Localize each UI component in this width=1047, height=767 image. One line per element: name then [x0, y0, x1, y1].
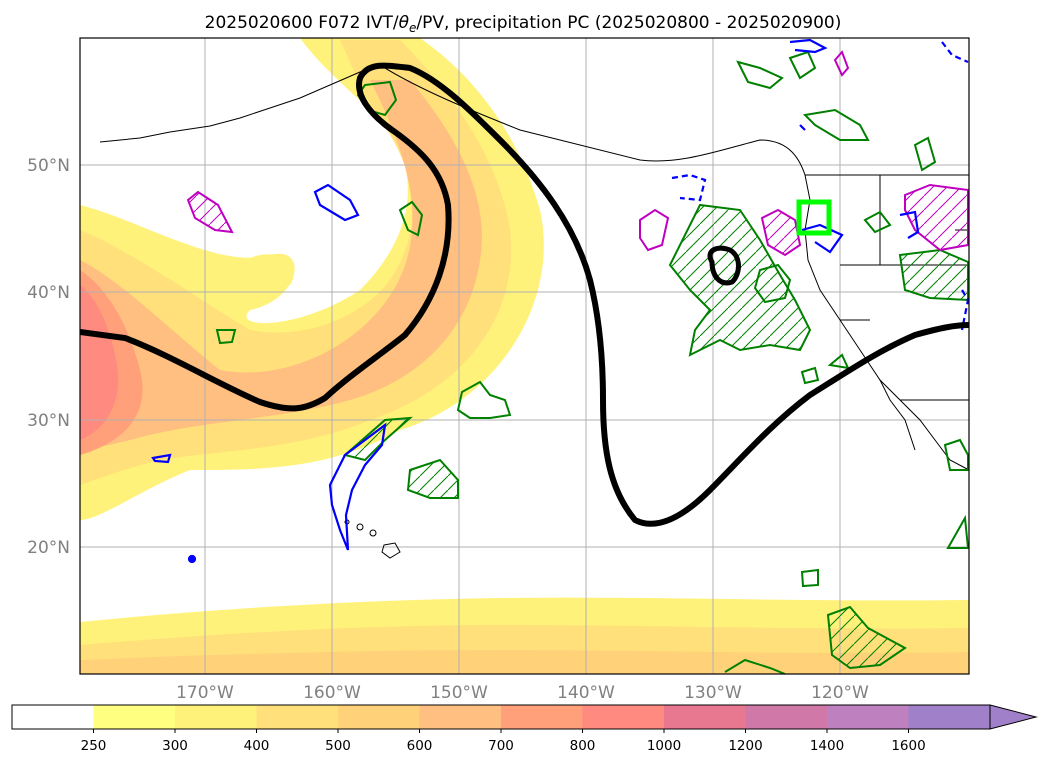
colorbar-segment: [501, 705, 583, 729]
latitude-labels: 50°N 40°N 30°N 20°N: [27, 156, 70, 558]
colorbar-segment: [12, 705, 94, 729]
lat-label-40n: 40°N: [27, 283, 70, 303]
lon-label-170w: 170°W: [176, 683, 234, 703]
colorbar-tick-label: 250: [81, 738, 107, 754]
colorbar-segment: [338, 705, 420, 729]
colorbar-tick-label: 400: [244, 738, 270, 754]
target-box: [796, 199, 832, 236]
colorbar-segment: [745, 705, 828, 729]
map-area: [80, 38, 969, 674]
longitude-labels: 170°W 160°W 150°W 140°W 130°W 120°W: [176, 683, 869, 703]
colorbar-segment: [908, 705, 991, 729]
lon-label-160w: 160°W: [303, 683, 361, 703]
colorbar-segment: [664, 705, 746, 729]
lon-label-150w: 150°W: [430, 683, 488, 703]
colorbar-tick-label: 500: [325, 738, 351, 754]
lat-label-50n: 50°N: [27, 156, 70, 176]
colorbar-tick-label: 1200: [728, 738, 762, 754]
colorbar-segment: [175, 705, 257, 729]
colorbar: 250 300 400 500 600 700 800 1000 1200 1400 1600: [11, 704, 1038, 754]
lat-label-30n: 30°N: [27, 411, 70, 431]
colorbar-segment: [419, 705, 502, 729]
lon-label-130w: 130°W: [684, 683, 742, 703]
colorbar-segment: [256, 705, 339, 729]
lat-label-20n: 20°N: [27, 538, 70, 558]
precip-magenta-contours: [186, 50, 969, 257]
colorbar-tick-label: 600: [407, 738, 433, 754]
colorbar-segment: [582, 705, 665, 729]
colorbar-tick-label: 1000: [647, 738, 681, 754]
theta-e-contours: [80, 62, 969, 527]
colorbar-segment: [827, 705, 909, 729]
colorbar-extend-arrow: [989, 704, 1038, 730]
colorbar-tick-label: 1400: [810, 738, 844, 754]
colorbar-tick-label: 800: [570, 738, 596, 754]
lon-label-140w: 140°W: [557, 683, 615, 703]
lon-label-120w: 120°W: [811, 683, 869, 703]
pv-contours: [151, 38, 969, 564]
map-title: 2025020600 F072 IVT/θe/PV, precipitation…: [205, 13, 842, 35]
map-frame: [79, 37, 970, 675]
colorbar-tick-label: 300: [162, 738, 188, 754]
precip-green-contours: [215, 50, 969, 674]
colorbar-tick-label: 1600: [891, 738, 925, 754]
colorbar-segment: [93, 705, 176, 729]
colorbar-tick-label: 700: [488, 738, 514, 754]
